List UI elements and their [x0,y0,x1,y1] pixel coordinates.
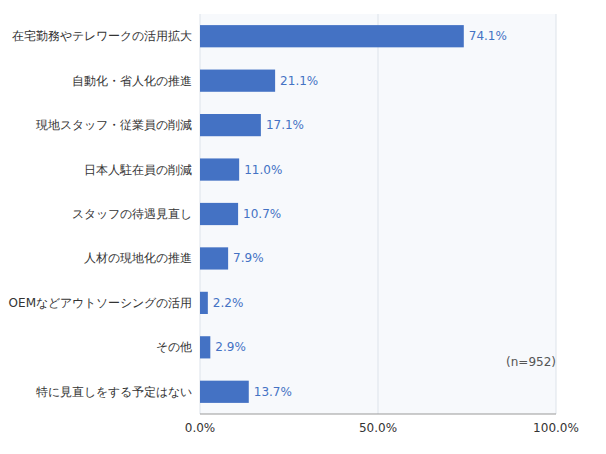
category-label: スタッフの待遇見直し [72,207,192,221]
category-label: 人材の現地化の推進 [84,251,192,265]
category-label: 特に見直しをする予定はない [36,385,192,399]
tick-label: 0.0% [185,421,216,435]
data-label: 2.2% [213,296,244,310]
bar [200,25,464,47]
background [0,0,606,454]
bar [200,158,239,180]
x-axis-line [200,414,556,415]
tick-label: 50.0% [359,421,397,435]
category-label: 日本人駐在員の削減 [84,163,192,177]
chart: 0.0% 50.0% 100.0% 74.1% 21.1% 17.1% 11.0% 10.7%… [0,0,606,454]
data-label: 10.7% [243,207,281,221]
data-label: 17.1% [266,118,304,132]
tick-label: 100.0% [533,421,579,435]
data-label: 2.9% [215,340,246,354]
category-label: 在宅勤務やテレワークの活用拡大 [12,29,192,43]
category-label: 現地スタッフ・従業員の削減 [36,118,192,132]
bar [200,381,249,403]
grid-line [378,14,379,414]
data-label: 7.9% [233,251,264,265]
category-label: 自動化・省人化の推進 [72,74,192,88]
data-label: 74.1% [469,29,507,43]
grid [200,14,556,414]
data-label: 13.7% [254,385,292,399]
bar [200,70,275,92]
bar [200,114,261,136]
bar [200,247,228,269]
bar [200,292,208,314]
bars [200,25,464,403]
bar [200,336,210,358]
data-label: 11.0% [244,163,282,177]
bar [200,203,238,225]
category-label: OEMなどアウトソーシングの活用 [9,296,192,310]
plot-area [200,14,556,414]
category-label: その他 [156,340,192,354]
annotation: (n=952) [506,355,556,369]
data-label: 21.1% [280,74,318,88]
